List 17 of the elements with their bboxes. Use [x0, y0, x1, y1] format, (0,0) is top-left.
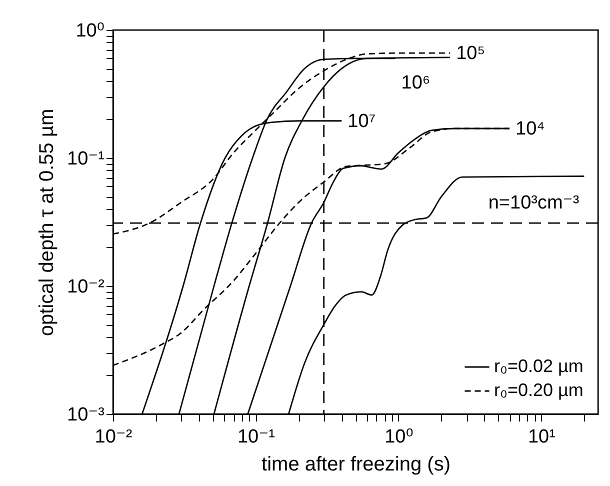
y-tick-label: 10⁻¹ [67, 148, 104, 170]
legend-label: r₀=0.02 µm [494, 356, 584, 376]
y-tick-label: 10⁻² [67, 276, 104, 298]
annotation: n=10³cm⁻³ [488, 192, 580, 214]
annotation: 10⁶ [401, 72, 430, 94]
x-tick-label: 10⁰ [384, 426, 414, 448]
annotation: 10⁵ [456, 43, 486, 64]
x-axis-title: time after freezing (s) [262, 454, 450, 476]
x-tick-label: 10⁻¹ [237, 426, 275, 448]
x-tick-label: 10¹ [528, 426, 556, 448]
annotation: 10⁴ [516, 118, 545, 140]
x-tick-label: 10⁻² [94, 426, 132, 448]
y-tick-label: 10⁻³ [67, 404, 104, 426]
annotation: 10⁷ [348, 110, 376, 132]
y-tick-label: 10⁰ [76, 20, 104, 42]
legend-label: r₀=0.20 µm [494, 380, 584, 400]
y-axis-title: optical depth τ at 0.55 µm [36, 108, 58, 336]
